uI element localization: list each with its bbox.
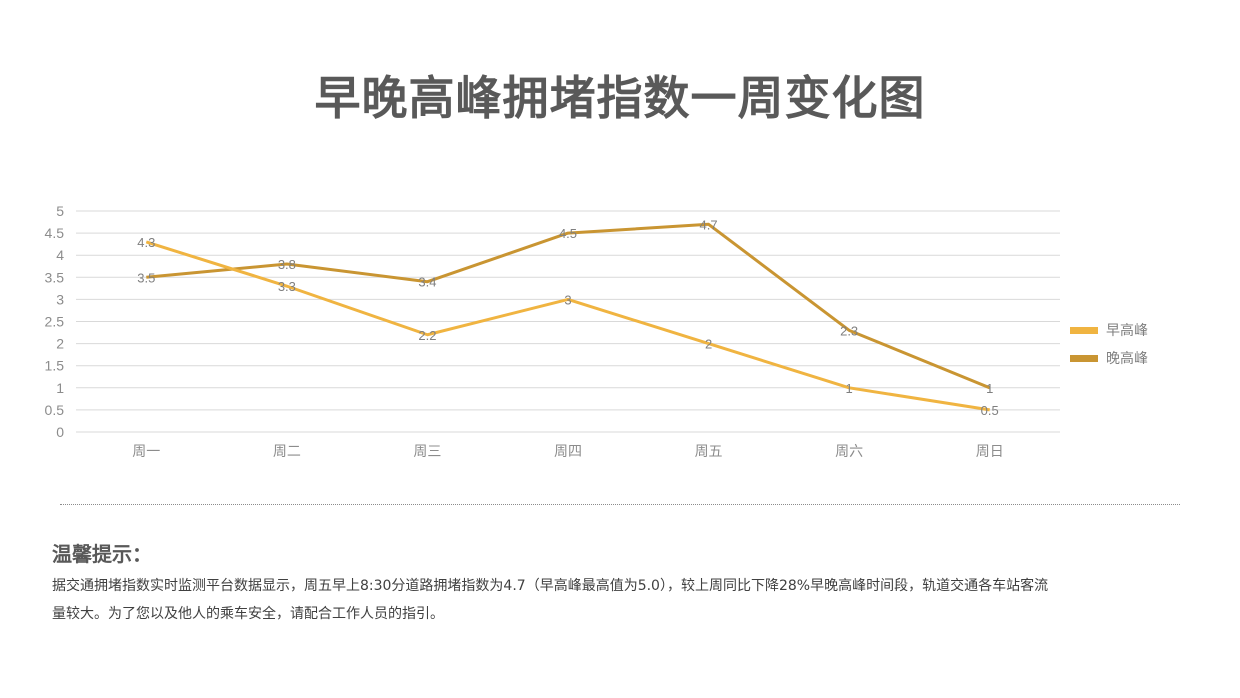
legend-item-evening[interactable]: 晚高峰 xyxy=(1070,344,1148,372)
data-label: 3 xyxy=(564,292,571,307)
data-label: 4.7 xyxy=(700,217,718,232)
x-tick-label: 周四 xyxy=(554,444,582,460)
data-label: 3.8 xyxy=(278,257,296,272)
series-line[interactable] xyxy=(146,222,991,390)
tip-body: 据交通拥堵指数实时监测平台数据显示，周五早上8:30分道路拥堵指数为4.7（早高… xyxy=(52,578,1049,622)
data-label: 3.3 xyxy=(278,279,296,294)
x-tick-label: 周五 xyxy=(695,444,723,460)
y-tick-label: 3 xyxy=(56,291,64,307)
data-labels: 4.3 3.3 2.2 3 2 1 0.5 3.5 3.8 3.4 4.5 4.7 2.3 1 xyxy=(137,217,999,418)
legend-swatch-morning xyxy=(1070,326,1098,334)
data-label: 2.2 xyxy=(418,328,436,343)
data-label: 4.3 xyxy=(137,235,155,250)
y-tick-label: 4 xyxy=(56,247,64,263)
data-label: 1 xyxy=(846,381,853,396)
y-tick-label: 4.5 xyxy=(45,225,65,241)
legend-swatch-evening xyxy=(1070,354,1098,362)
y-axis: 0 0.5 1 1.5 2 2.5 3 3.5 4 4.5 5 xyxy=(45,203,65,440)
y-tick-label: 5 xyxy=(56,203,64,219)
data-label: 1 xyxy=(986,381,993,396)
y-tick-label: 1 xyxy=(56,380,64,396)
data-label: 3.4 xyxy=(418,275,436,290)
tip-title: 温馨提示： xyxy=(52,542,152,566)
legend: 早高峰 晚高峰 xyxy=(1070,316,1148,372)
data-label: 0.5 xyxy=(981,403,999,418)
divider xyxy=(60,504,1180,505)
data-label: 4.5 xyxy=(559,226,577,241)
y-tick-label: 0.5 xyxy=(45,402,65,418)
x-tick-label: 周二 xyxy=(273,444,301,460)
legend-item-morning[interactable]: 早高峰 xyxy=(1070,316,1148,344)
x-axis: 周一 周二 周三 周四 周五 周六 周日 xyxy=(132,444,1003,460)
x-tick-label: 周六 xyxy=(835,444,863,460)
y-tick-label: 2 xyxy=(56,336,64,352)
y-tick-label: 3.5 xyxy=(45,269,65,285)
data-label: 3.5 xyxy=(137,270,155,285)
data-label: 2 xyxy=(705,337,712,352)
data-label: 2.3 xyxy=(840,323,858,338)
series-line[interactable] xyxy=(145,240,990,412)
page-title: 早晚高峰拥堵指数一周变化图 xyxy=(314,71,926,125)
y-tick-label: 1.5 xyxy=(45,358,65,374)
x-tick-label: 周一 xyxy=(132,444,160,460)
x-tick-label: 周三 xyxy=(413,444,441,460)
y-tick-label: 0 xyxy=(56,424,64,440)
y-tick-label: 2.5 xyxy=(45,314,65,330)
x-tick-label: 周日 xyxy=(976,444,1004,460)
series-lines xyxy=(145,222,991,412)
